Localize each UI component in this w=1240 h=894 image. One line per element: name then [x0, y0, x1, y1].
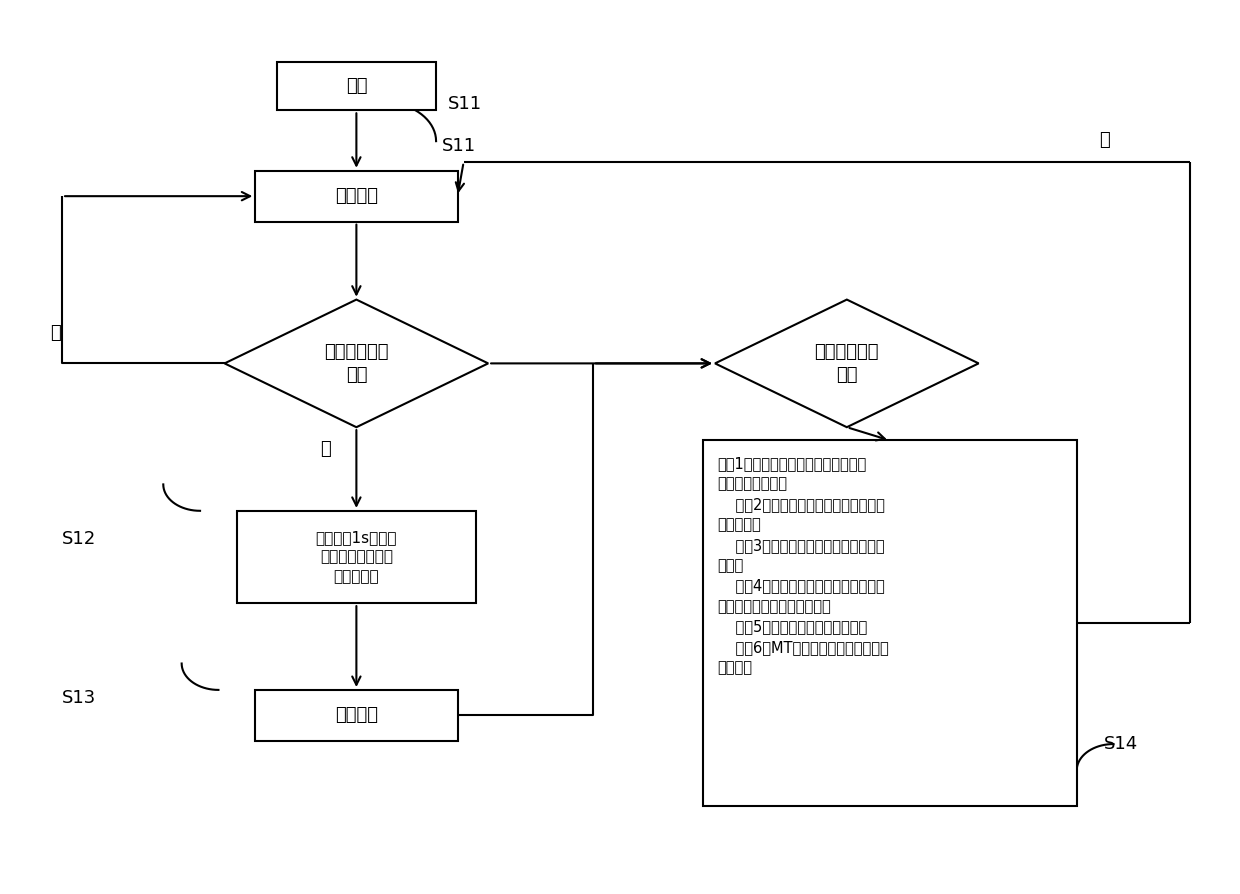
Text: 开始: 开始	[346, 77, 367, 95]
Text: 是: 是	[320, 440, 331, 459]
Text: 按键检测: 按键检测	[335, 187, 378, 205]
Bar	[255, 690, 458, 741]
Text: S14: S14	[1105, 735, 1138, 753]
Text: 指示灯以1s的频率
闪烁，进入功能场
景选择模式: 指示灯以1s的频率 闪烁，进入功能场 景选择模式	[316, 530, 397, 585]
Text: 触发功能切换
模式: 触发功能切换 模式	[815, 342, 879, 384]
Bar	[703, 441, 1076, 805]
Polygon shape	[224, 299, 489, 427]
Text: 否: 否	[1099, 131, 1110, 148]
Text: S11: S11	[449, 95, 482, 113]
Bar	[277, 62, 436, 110]
Text: 场景1：声光报警模式，红色指示灯和
蜂鸣器同时报警。
    场景2：声音报警模式，留蜂鸣器间隔
响动报警。
    场景3：指示灯报警模式，指示灯闪烁
报警。: 场景1：声光报警模式，红色指示灯和 蜂鸣器同时报警。 场景2：声音报警模式，留蜂…	[718, 456, 889, 675]
Bar	[255, 171, 458, 222]
Text: S12: S12	[62, 530, 97, 548]
Text: S13: S13	[62, 689, 97, 707]
Text: 触发功能切换
模式: 触发功能切换 模式	[324, 342, 388, 384]
Text: S11: S11	[443, 137, 476, 155]
Text: 否: 否	[51, 324, 61, 342]
Text: 按键检测: 按键检测	[335, 706, 378, 724]
Polygon shape	[715, 299, 978, 427]
Bar	[237, 510, 476, 603]
